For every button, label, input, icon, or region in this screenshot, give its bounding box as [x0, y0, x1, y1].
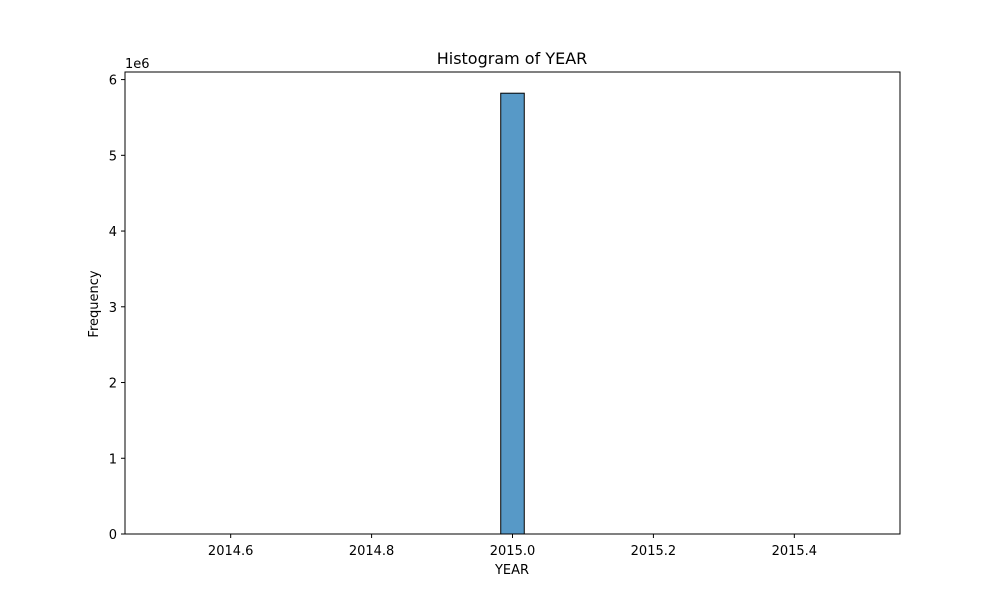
y-tick-label: 6 — [109, 74, 117, 89]
x-axis: 2014.6 2014.8 2015.0 2015.2 2015.4 — [208, 534, 817, 559]
y-tick-label: 1 — [109, 452, 117, 467]
y-axis: 0 1 2 3 4 5 6 — [109, 74, 125, 543]
y-tick-label: 3 — [109, 301, 117, 316]
histogram-bar-0 — [500, 92, 525, 535]
x-axis-label: YEAR — [494, 563, 529, 578]
y-tick-label: 5 — [109, 149, 117, 164]
x-tick-label: 2015.4 — [772, 544, 818, 559]
chart-title: Histogram of YEAR — [437, 49, 588, 68]
y-offset-label: 1e6 — [125, 57, 150, 72]
x-tick-label: 2015.0 — [490, 544, 536, 559]
y-tick-label: 0 — [109, 528, 117, 543]
y-axis-label: Frequency — [87, 270, 102, 337]
x-tick-label: 2014.8 — [349, 544, 395, 559]
bars-layer — [160, 92, 865, 535]
x-tick-label: 2014.6 — [208, 544, 254, 559]
y-tick-label: 2 — [109, 377, 117, 392]
y-tick-label: 4 — [109, 225, 117, 240]
x-tick-label: 2015.2 — [631, 544, 677, 559]
